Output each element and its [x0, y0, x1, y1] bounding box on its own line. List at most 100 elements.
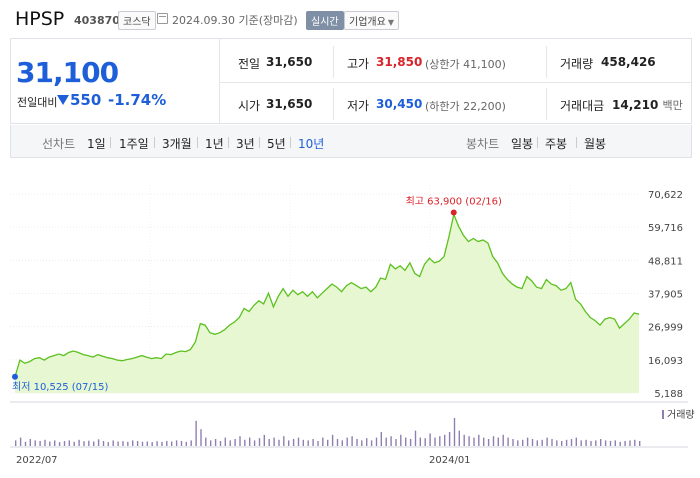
- price-chart[interactable]: 70,622 59,716 48,811 37,905 26,999 16,093 5,18…: [0, 175, 700, 478]
- volume-bar: [239, 436, 241, 446]
- volume-bar: [132, 440, 134, 446]
- realtime-button[interactable]: 실시간: [306, 11, 344, 30]
- volume-bar: [34, 440, 36, 446]
- y-tick-label: 59,716: [648, 223, 683, 234]
- volume-bar: [595, 440, 597, 446]
- volume-bar: [219, 441, 222, 446]
- volume-bar: [356, 439, 358, 446]
- candle-monthly[interactable]: 월봉: [584, 137, 607, 151]
- volume-bar: [268, 439, 270, 446]
- volume-bar: [229, 440, 231, 446]
- change-label: 전일대비: [17, 96, 58, 109]
- volume-bar: [195, 420, 197, 446]
- price-change-percent: -1.74%: [108, 91, 167, 109]
- volume-bar: [526, 437, 529, 446]
- volume-bar: [29, 439, 31, 446]
- volume-bar: [93, 441, 95, 446]
- separator: [197, 137, 198, 148]
- prev-close-value: 31,650: [266, 55, 313, 69]
- volume-bar: [473, 437, 475, 446]
- period-1w[interactable]: 1주일: [119, 137, 149, 151]
- date-value: 2024.09.30: [172, 14, 235, 27]
- company-info-dropdown[interactable]: 기업개요 ▼: [344, 11, 399, 30]
- volume-bar: [405, 437, 407, 446]
- volume-bar: [370, 440, 373, 446]
- volume-bar: [434, 437, 436, 446]
- volume-bar: [624, 441, 626, 446]
- volume-bar: [73, 441, 75, 446]
- volume-bar: [214, 439, 217, 446]
- volume-bar: [117, 441, 119, 446]
- divider: [333, 46, 334, 78]
- volume-bar: [102, 441, 105, 446]
- volume-bar: [234, 439, 236, 446]
- volume-bar: [590, 441, 592, 446]
- period-1y[interactable]: 1년: [205, 137, 224, 151]
- volume-bar: [390, 436, 392, 446]
- volume-bar: [497, 437, 499, 446]
- quote-panel: [10, 38, 692, 124]
- volume-bar: [210, 440, 212, 446]
- volume-bar: [224, 437, 226, 446]
- volume-bar: [317, 441, 319, 446]
- divider: [546, 88, 547, 120]
- low-value: 30,450: [376, 97, 423, 111]
- volume-bar: [492, 436, 495, 446]
- stock-name: HPSP: [15, 8, 65, 30]
- period-bar: [10, 125, 692, 158]
- separator: [110, 137, 111, 148]
- chevron-down-icon: ▼: [387, 18, 394, 27]
- volume-bar: [107, 442, 109, 446]
- x-tick-label: 2024/01: [429, 455, 471, 466]
- volume-bar: [156, 441, 158, 446]
- volume-bar: [478, 434, 480, 446]
- volume-bar: [327, 439, 329, 446]
- volume-bar: [639, 441, 641, 446]
- volume-bar: [512, 439, 514, 446]
- volume-bar: [146, 441, 148, 446]
- period-5y[interactable]: 5년: [267, 137, 286, 151]
- volume-bar: [375, 437, 378, 446]
- amount-number: 14,210: [612, 98, 659, 112]
- date-basis: 기준(장마감): [238, 14, 298, 27]
- volume-bar: [561, 441, 563, 446]
- volume-bar: [551, 439, 553, 446]
- period-10y[interactable]: 10년: [298, 137, 325, 151]
- price-line: [14, 212, 640, 377]
- volume-bar: [49, 441, 51, 446]
- quote-date: 2024.09.30 기준(장마감): [172, 12, 298, 28]
- volume-legend-label: 거래량: [667, 409, 695, 421]
- volume-bar: [341, 440, 343, 446]
- x-tick-label: 2022/07: [16, 455, 58, 466]
- current-price: 31,100: [16, 56, 119, 89]
- volume-bar: [205, 437, 207, 446]
- period-3m[interactable]: 3개월: [162, 137, 192, 151]
- period-3y[interactable]: 3년: [236, 137, 255, 151]
- volume-bar: [458, 430, 460, 446]
- volume-bar: [600, 439, 602, 446]
- volume-bar: [361, 440, 363, 446]
- volume-bar: [439, 436, 441, 446]
- candle-weekly[interactable]: 주봉: [545, 137, 568, 151]
- candle-chart-label: 봉차트: [466, 137, 500, 151]
- volume-bar: [380, 432, 382, 446]
- volume-bar: [336, 439, 339, 446]
- volume-bar: [541, 439, 543, 446]
- volume-bar: [258, 438, 261, 446]
- volume-bar: [444, 434, 446, 446]
- volume-bar: [453, 418, 456, 446]
- volume-bar: [346, 437, 348, 446]
- market-badge: 코스닥: [118, 11, 156, 30]
- candle-daily[interactable]: 일봉: [511, 137, 534, 151]
- volume-bar: [127, 441, 129, 446]
- volume-bar: [283, 436, 285, 446]
- volume-bar: [302, 439, 304, 446]
- period-1d[interactable]: 1일: [87, 137, 106, 151]
- volume-bar: [536, 440, 538, 446]
- volume-bar: [112, 440, 114, 446]
- volume-bar: [292, 439, 295, 446]
- volume-bar: [629, 440, 631, 446]
- volume-bar: [175, 440, 178, 446]
- separator: [290, 137, 291, 148]
- down-arrow-icon: [57, 95, 69, 105]
